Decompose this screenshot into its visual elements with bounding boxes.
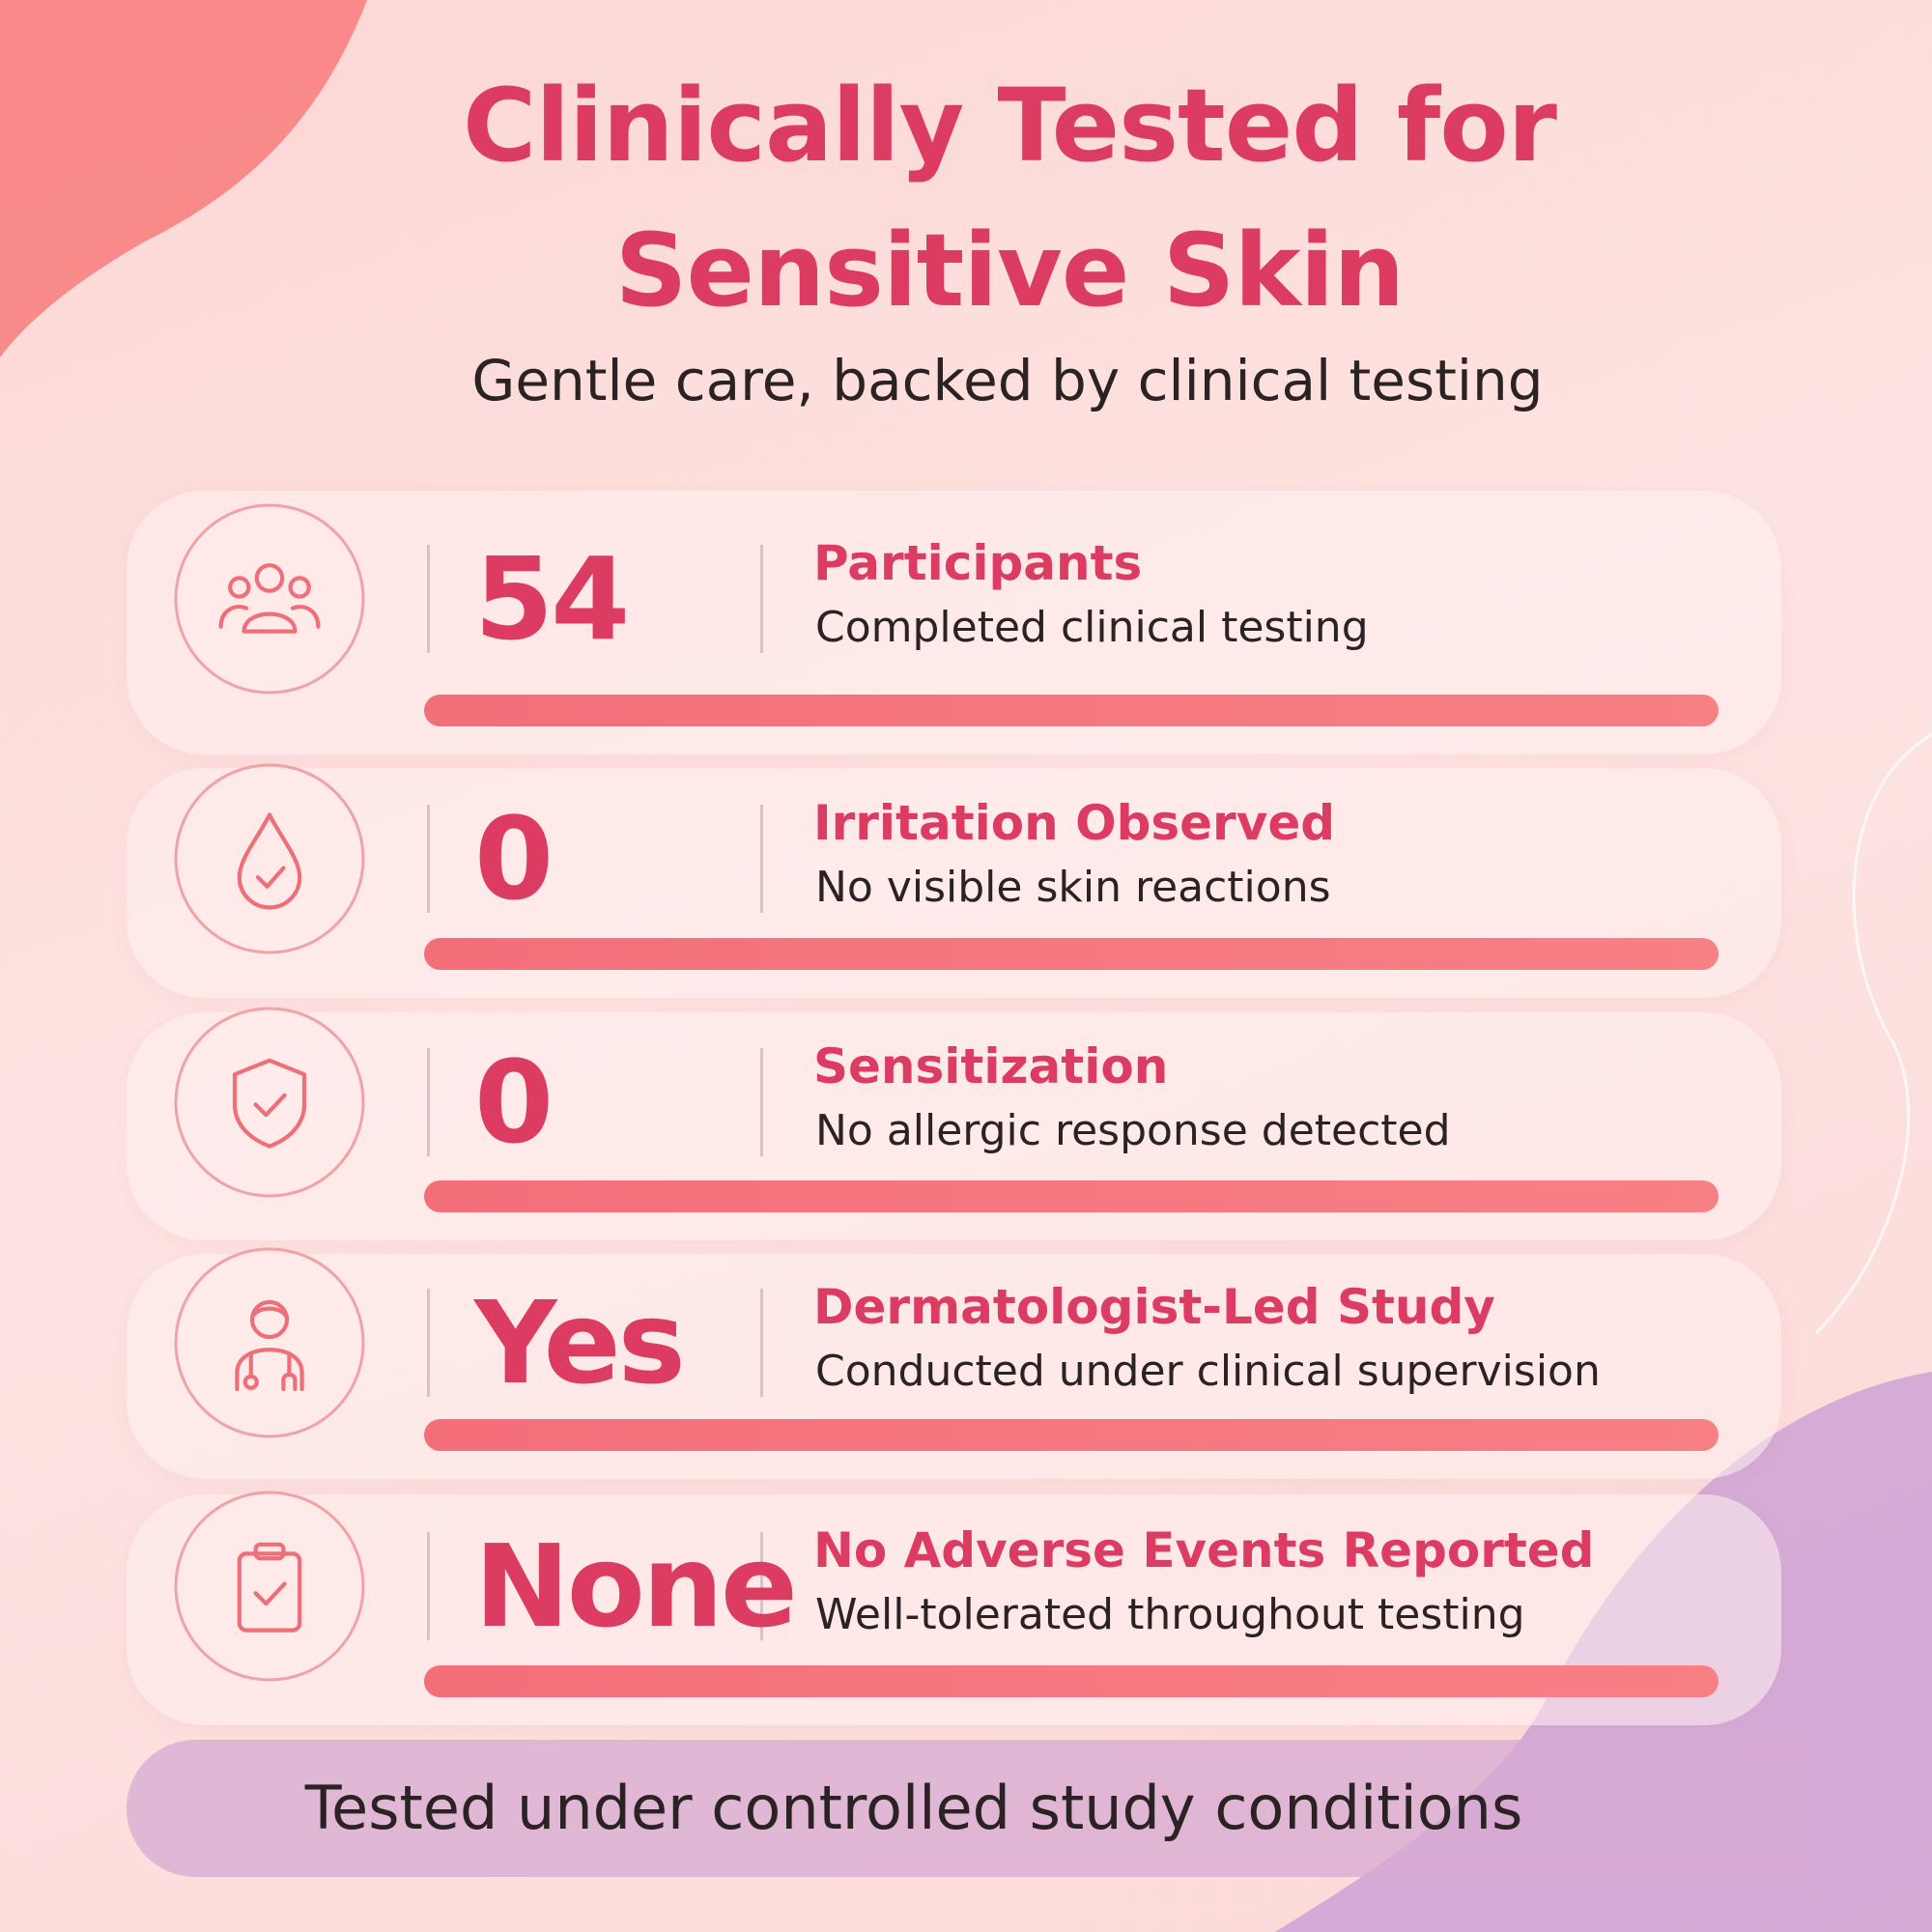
icon-ring xyxy=(174,1007,365,1198)
divider xyxy=(427,805,430,913)
stat-icon xyxy=(174,1491,365,1681)
icon-glyph xyxy=(232,1058,307,1149)
corner-blob xyxy=(0,0,367,357)
stat-description: No visible skin reactions xyxy=(815,863,1331,912)
accent-bar xyxy=(424,938,1719,970)
title: Clinically Tested for Sensitive Skin xyxy=(463,67,1557,329)
icon-ring xyxy=(174,503,365,694)
icon-ring xyxy=(174,1247,365,1437)
divider xyxy=(427,1531,430,1640)
icon-glyph xyxy=(237,1542,302,1633)
stat-label: No Adverse Events Reported xyxy=(813,1521,1595,1578)
divider xyxy=(760,1531,763,1640)
icon-ring xyxy=(174,763,365,954)
stat-value: Yes xyxy=(474,1275,686,1409)
accent-bar xyxy=(424,1180,1719,1212)
subtitle: Gentle care, backed by clinical testing xyxy=(471,348,1544,413)
divider xyxy=(427,544,430,653)
stat-value: 0 xyxy=(474,792,554,925)
stat-icon xyxy=(174,503,365,694)
accent-bar xyxy=(424,695,1719,726)
stat-label: Irritation Observed xyxy=(813,795,1336,851)
stat-card: 54 Participants Completed clinical testing xyxy=(127,491,1781,754)
stat-label: Sensitization xyxy=(813,1038,1169,1094)
stat-description: Conducted under clinical supervision xyxy=(815,1346,1601,1396)
icon-ring xyxy=(174,1491,365,1681)
stat-description: Completed clinical testing xyxy=(815,602,1369,652)
stat-card: Yes Dermatologist-Led Study Conducted unde… xyxy=(127,1247,1781,1479)
stat-value: None xyxy=(474,1519,798,1653)
divider xyxy=(427,1048,430,1156)
icon-glyph xyxy=(235,1299,304,1391)
stat-card: None No Adverse Events Reported Well-toler… xyxy=(127,1491,1781,1725)
stat-label: Participants xyxy=(813,534,1143,591)
accent-bar xyxy=(424,1419,1719,1451)
divider xyxy=(760,805,763,913)
stat-label: Dermatologist-Led Study xyxy=(813,1278,1495,1335)
stat-icon xyxy=(174,763,365,954)
stat-value: 0 xyxy=(474,1036,554,1169)
curve xyxy=(1814,732,1932,1335)
divider xyxy=(760,1048,763,1156)
stat-icon xyxy=(174,1247,365,1437)
accent-bar xyxy=(424,1665,1719,1697)
icon-glyph xyxy=(237,812,302,910)
stat-icon xyxy=(174,1007,365,1198)
footer-banner: Tested under controlled study conditions xyxy=(127,1740,1807,1877)
stat-description: Well-tolerated throughout testing xyxy=(815,1589,1525,1639)
divider xyxy=(427,1288,430,1397)
stat-card: 0 Sensitization No allergic response detec… xyxy=(127,1007,1781,1240)
divider xyxy=(760,544,763,653)
stat-card: 0 Irritation Observed No visible skin reac… xyxy=(127,763,1781,998)
icon-glyph xyxy=(218,562,321,634)
divider xyxy=(760,1288,763,1397)
stat-description: No allergic response detected xyxy=(815,1106,1451,1155)
stat-value: 54 xyxy=(474,531,630,666)
